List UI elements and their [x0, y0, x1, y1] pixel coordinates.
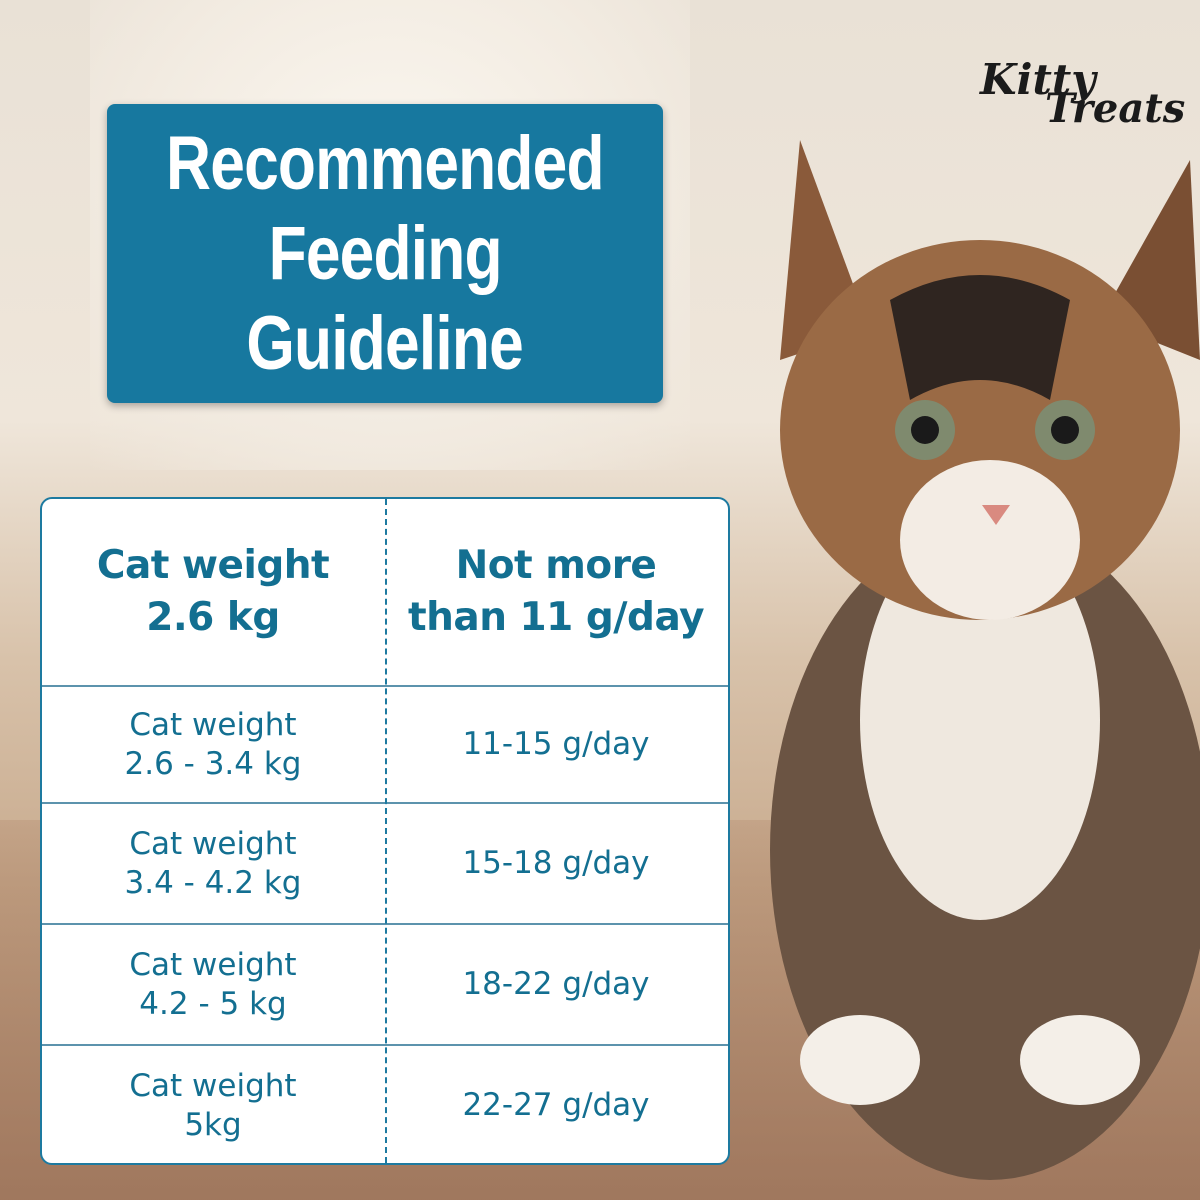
- title-line-2: Feeding: [268, 210, 502, 296]
- header-amount-line-1: Not more: [455, 543, 657, 588]
- column-divider: [385, 499, 387, 1163]
- weight-range: 3.4 - 4.2 kg: [124, 864, 302, 901]
- header-weight: Cat weight 2.6 kg: [42, 499, 384, 685]
- title-line-3: Guideline: [246, 300, 524, 386]
- logo-line-2: Treats: [1045, 85, 1186, 132]
- weight-range: 2.6 - 3.4 kg: [124, 745, 302, 782]
- logo-line-1: Kitty: [980, 55, 1096, 104]
- weight-range: 4.2 - 5 kg: [139, 985, 287, 1022]
- weight-label: Cat weight: [129, 825, 297, 862]
- table-header-row: Cat weight 2.6 kg Not more than 11 g/day: [42, 499, 728, 685]
- title-line-1: Recommended: [166, 120, 605, 206]
- amount-cell: 15-18 g/day: [462, 845, 650, 881]
- weight-cell: Cat weight 2.6 - 3.4 kg: [42, 687, 384, 802]
- weight-label: Cat weight: [129, 1067, 297, 1104]
- weight-label: Cat weight: [129, 946, 297, 983]
- feeding-table: Cat weight 2.6 kg Not more than 11 g/day…: [40, 497, 730, 1165]
- header-amount: Not more than 11 g/day: [384, 499, 728, 685]
- weight-label: Cat weight: [129, 706, 297, 743]
- weight-cell: Cat weight 4.2 - 5 kg: [42, 925, 384, 1044]
- header-weight-line-2: 2.6 kg: [146, 595, 280, 640]
- amount-cell: 11-15 g/day: [462, 726, 650, 762]
- amount-cell: 22-27 g/day: [462, 1087, 650, 1123]
- title-banner: Recommended Feeding Guideline: [107, 104, 663, 403]
- weight-cell: Cat weight 5kg: [42, 1046, 384, 1163]
- kitten-photo: [770, 140, 1200, 1180]
- header-amount-line-2: than 11 g/day: [407, 595, 705, 640]
- header-weight-line-1: Cat weight: [96, 543, 330, 588]
- amount-cell: 18-22 g/day: [462, 966, 650, 1002]
- weight-range: 5kg: [184, 1106, 242, 1143]
- weight-cell: Cat weight 3.4 - 4.2 kg: [42, 804, 384, 923]
- kitty-treats-logo: Kitty Treats: [975, 55, 1185, 145]
